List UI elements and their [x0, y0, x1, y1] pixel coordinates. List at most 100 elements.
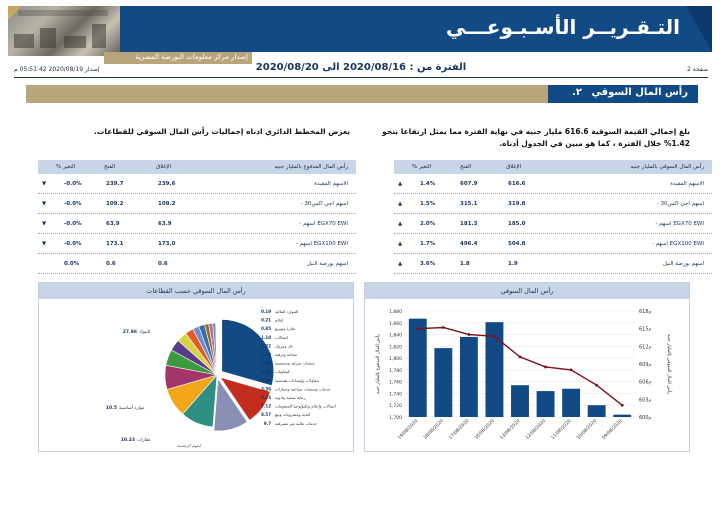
- slice-value: 0.85: [261, 326, 271, 331]
- slice-label: خدمات ومنتجات صناعية وسيارات: [275, 386, 331, 391]
- line-point: [441, 326, 445, 329]
- col-header-change: % التغير: [412, 164, 432, 170]
- close-value: 0.6: [158, 261, 168, 267]
- open-value: 496.4: [460, 241, 478, 247]
- row-label: - اسهم EGX100 EWI: [651, 241, 704, 247]
- report-period: الفترة من : 2020/08/16 الى 2020/08/20: [255, 62, 467, 73]
- table-row: اسهم بورصة النيل 1.9 1.8 3.6% ▲: [394, 254, 712, 274]
- chart-title: رأس المال السوقي حسب القطاعات: [39, 283, 353, 299]
- slice-value: 1.87: [261, 361, 271, 366]
- slice-value: 2.46: [261, 369, 271, 374]
- row-label: اسهم بورصة النيل: [662, 261, 704, 267]
- row-label: اسهم بورصة النيل: [306, 261, 348, 267]
- change-arrow-icon: ▼: [42, 221, 47, 227]
- change-value: -0.0%: [64, 221, 82, 227]
- change-arrow-icon: ▲: [398, 221, 403, 227]
- close-value: 173.0: [158, 241, 176, 247]
- col-header-close: الإغلاق: [506, 164, 522, 170]
- pie-slice: [216, 322, 218, 376]
- x-tick-label: 11/08/2020: [550, 418, 573, 441]
- x-tick-label: 13/08/2020: [499, 418, 522, 441]
- change-arrow-icon: ▲: [398, 261, 403, 267]
- col-header-close: الإغلاق: [156, 164, 172, 170]
- open-value: 181.3: [460, 221, 478, 227]
- slice-label: كيماويات: [275, 369, 290, 374]
- slice-value: 9.7: [264, 421, 271, 426]
- sector-pie-panel: رأس المال السوقي حسب القطاعات الموارد ال…: [38, 282, 354, 452]
- slice-value: 1.79: [261, 352, 271, 357]
- change-value: -0.0%: [64, 241, 82, 247]
- slice-label: الموارد المالية: [275, 309, 298, 314]
- close-value: 239.6: [158, 181, 176, 187]
- x-tick-label: 09/08/2020: [601, 418, 624, 441]
- change-value: -0.0%: [64, 181, 82, 187]
- market-cap-table: رأس المال السوقي بالمليار جنيه الإغلاق ا…: [394, 160, 712, 274]
- x-tick-label: 17/08/2020: [448, 418, 471, 441]
- sector-chart-intro: يعرض المخطط الدائري ادناه إجماليات رأس ا…: [94, 127, 350, 136]
- report-info-row: إصدار 2020/08/19 05:51:42 م الفترة من : …: [14, 62, 708, 76]
- change-arrow-icon: ▲: [398, 201, 403, 207]
- right-tick-label: 618م: [639, 309, 652, 315]
- banner-subtitle: إصدار مركز معلومات البورصة المصرية: [135, 53, 248, 61]
- slice-label: سياحة وترفيه: [275, 352, 298, 357]
- change-arrow-icon: ▼: [42, 201, 47, 207]
- row-label: - اسهم اجي اكس30: [656, 201, 704, 207]
- row-label: الاسهم المقيدة: [670, 181, 704, 187]
- line-point: [467, 333, 471, 336]
- x-tick-label: 16/08/2020: [473, 418, 496, 441]
- bar: [459, 336, 478, 417]
- slice-value: 8.57: [261, 412, 271, 417]
- table-row: الاسهم المقيدة 239.6 239.7 -0.0% ▼: [38, 174, 356, 194]
- change-value: 0.0%: [64, 261, 80, 267]
- close-value: 616.6: [508, 181, 526, 187]
- table-row: - اسهم اجي اكس30 109.2 109.2 -0.0% ▼: [38, 194, 356, 214]
- right-tick-label: 606م: [639, 380, 652, 386]
- col-header-label: رأس المال السوقي بالمليار جنيه: [630, 164, 704, 170]
- table-row: - اسهم EGX100 EWI 504.8 496.4 1.7% ▲: [394, 234, 712, 254]
- trading-floor-photo: [8, 6, 120, 56]
- change-value: -0.0%: [64, 201, 82, 207]
- info-divider: [14, 77, 708, 78]
- left-tick-label: 1,720: [389, 403, 402, 409]
- bar: [613, 414, 632, 417]
- open-value: 315.1: [460, 201, 478, 207]
- banner-subtitle-strip: [104, 52, 252, 64]
- bar: [408, 318, 427, 417]
- chart-title: رأس المال السوقي: [365, 283, 689, 299]
- slice-value: 0.21: [261, 318, 271, 323]
- table-row: الاسهم المقيدة 616.6 607.9 1.4% ▲: [394, 174, 712, 194]
- pie-slice: [221, 319, 275, 387]
- left-tick-label: 1,780: [389, 368, 402, 374]
- change-value: 1.4%: [420, 181, 436, 187]
- slice-label: رعاية صحية وادوية: [275, 395, 306, 400]
- change-value: 1.7%: [420, 241, 436, 247]
- right-axis-label: رأس المال السوقي بالمليار جنيه: [666, 334, 673, 394]
- pie-slice: [219, 376, 271, 421]
- slice-label: موارد أساسية: [119, 404, 145, 411]
- section-header-bar: [26, 85, 692, 103]
- left-axis-label: رأس المال المدفوع بالمليار جنيه: [374, 334, 381, 394]
- slice-value: 1.22: [261, 343, 271, 348]
- section-title: رأس المال السوقي: [591, 87, 688, 98]
- page-number: صفحة 2: [687, 66, 708, 73]
- market-cap-chart: 1,880 1,860 1,840 1,820 1,800 1,780 1,760 1,740…: [374, 309, 673, 441]
- left-tick-label: 1,760: [389, 380, 402, 386]
- row-label: - اسهم EGX70 EWI: [655, 221, 704, 227]
- open-value: 239.7: [106, 181, 124, 187]
- bar: [434, 348, 453, 417]
- report-title: التـقـريــر الأسـبـوعـــي: [446, 15, 680, 39]
- line-point: [416, 327, 420, 331]
- sector-pie-chart: الموارد المالية 0.19 إعلام 0.21 تجارة وتوزيع…: [106, 309, 336, 448]
- slice-value: 1.18: [261, 335, 271, 340]
- slice-label: البنوك: [139, 330, 150, 335]
- slice-value: 10.23: [121, 437, 135, 443]
- x-tick-label: 18/08/2020: [422, 418, 445, 441]
- section-number: ٢.: [572, 87, 582, 98]
- slice-label: اتصالات وإعلام وتكنولوجيا المعلومات: [275, 404, 336, 410]
- bar: [562, 388, 581, 417]
- slice-label: إعلام: [275, 318, 283, 324]
- bar: [536, 391, 555, 417]
- open-value: 109.2: [106, 201, 124, 207]
- slice-value: 27.96: [123, 329, 137, 335]
- slice-label: خدمات مالية غير مصرفية: [275, 421, 318, 426]
